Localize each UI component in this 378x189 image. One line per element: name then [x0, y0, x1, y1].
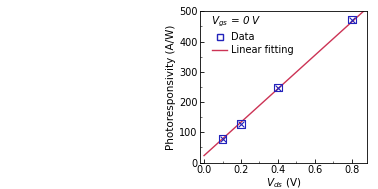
Text: $V_{gs}$ = 0 V: $V_{gs}$ = 0 V: [211, 14, 262, 29]
Point: [238, 122, 244, 125]
Linear fitting: [245, 115, 249, 118]
Point: [349, 18, 355, 21]
Linear fitting: [232, 127, 237, 129]
Legend: Data, Linear fitting: Data, Linear fitting: [209, 28, 297, 59]
X-axis label: $V_{ds}$ (V): $V_{ds}$ (V): [266, 177, 301, 189]
Linear fitting: [202, 154, 206, 157]
Point: [275, 86, 281, 89]
Point: [220, 137, 226, 140]
Point: [238, 122, 244, 125]
Point: [349, 18, 355, 21]
Y-axis label: Photoresponsivity (A/W): Photoresponsivity (A/W): [166, 24, 176, 150]
Linear fitting: [212, 146, 216, 148]
Linear fitting: [350, 20, 355, 22]
Linear fitting: [356, 15, 361, 17]
Line: Linear fitting: Linear fitting: [204, 9, 367, 156]
Linear fitting: [208, 149, 213, 151]
Linear fitting: [364, 7, 369, 10]
Point: [275, 86, 281, 89]
Point: [220, 137, 226, 140]
